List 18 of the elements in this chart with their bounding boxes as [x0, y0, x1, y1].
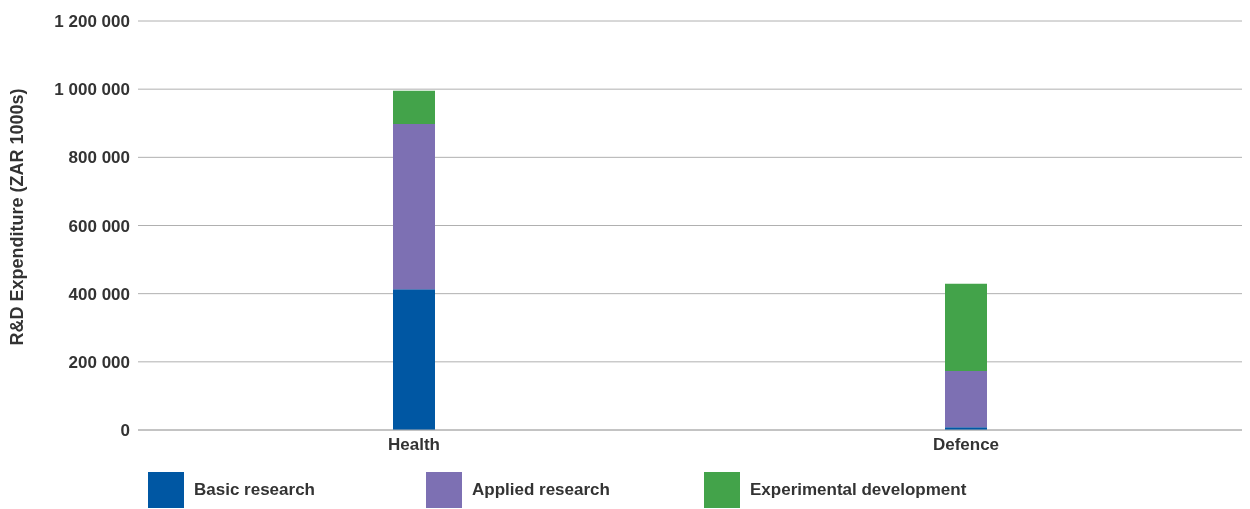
legend-label: Applied research — [472, 480, 610, 500]
y-tick-label: 200 000 — [68, 352, 130, 372]
y-tick-label: 600 000 — [68, 216, 130, 236]
bar — [393, 289, 435, 430]
y-tick-label: 0 — [120, 421, 130, 441]
y-axis-title: R&D Expenditure (ZAR 1000s) — [7, 88, 28, 346]
bar — [945, 283, 987, 372]
x-tick-label: Defence — [932, 435, 1000, 455]
x-tick-label: Health — [388, 435, 440, 455]
bar — [945, 371, 987, 428]
bar — [393, 90, 435, 124]
y-tick-label: 800 000 — [68, 148, 130, 168]
bar — [393, 123, 435, 290]
y-tick-label: 1 200 000 — [54, 12, 130, 32]
y-tick-label: 400 000 — [68, 284, 130, 304]
y-tick-label: 1 000 000 — [54, 80, 130, 100]
legend-label: Basic research — [194, 480, 315, 500]
legend-label: Experimental development — [750, 480, 967, 500]
